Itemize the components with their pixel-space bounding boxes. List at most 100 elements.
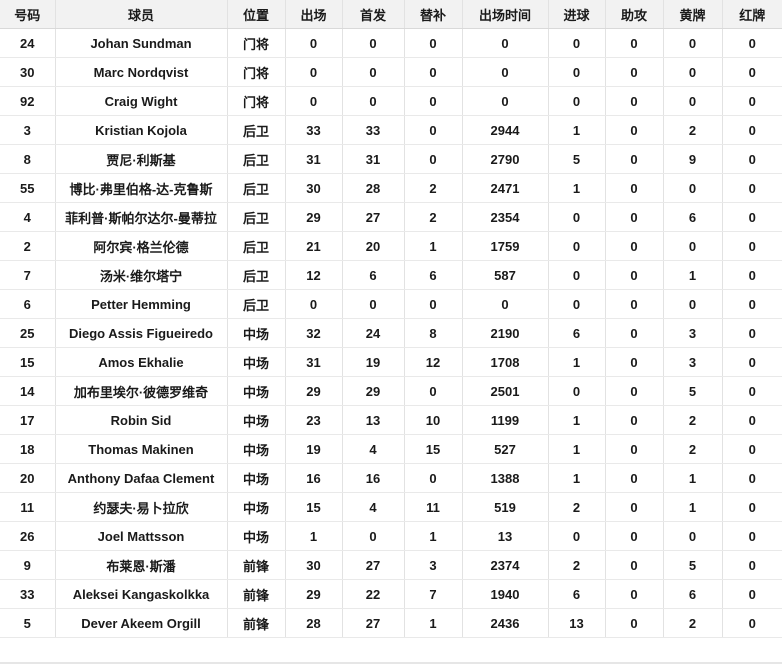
cell-position: 后卫 bbox=[227, 115, 286, 145]
cell-assists: 0 bbox=[605, 260, 664, 290]
cell-goals: 1 bbox=[548, 115, 606, 145]
cell-sub: 2 bbox=[404, 173, 463, 203]
cell-yellow: 1 bbox=[663, 260, 723, 290]
cell-yellow: 5 bbox=[663, 550, 723, 580]
cell-appearances: 29 bbox=[285, 376, 343, 406]
cell-minutes: 0 bbox=[462, 57, 549, 87]
cell-minutes: 2471 bbox=[462, 173, 549, 203]
cell-starts: 0 bbox=[342, 57, 405, 87]
cell-assists: 0 bbox=[605, 289, 664, 319]
cell-assists: 0 bbox=[605, 144, 664, 174]
cell-yellow: 1 bbox=[663, 463, 723, 493]
cell-yellow: 3 bbox=[663, 347, 723, 377]
cell-sub: 6 bbox=[404, 260, 463, 290]
cell-sub: 11 bbox=[404, 492, 463, 522]
table-row: 2 阿尔宾·格兰伦德 后卫 21 20 1 1759 0 0 0 0 bbox=[0, 231, 782, 261]
cell-yellow: 0 bbox=[663, 28, 723, 58]
cell-position: 前锋 bbox=[227, 608, 286, 638]
table-row: 92 Craig Wight 门将 0 0 0 0 0 0 0 0 bbox=[0, 86, 782, 116]
cell-player: 汤米·维尔塔宁 bbox=[55, 260, 228, 290]
cell-number: 8 bbox=[0, 144, 56, 174]
cell-red: 0 bbox=[722, 28, 782, 58]
bottom-divider bbox=[0, 662, 782, 664]
cell-player: 加布里埃尔·彼德罗维奇 bbox=[55, 376, 228, 406]
cell-minutes: 527 bbox=[462, 434, 549, 464]
cell-number: 18 bbox=[0, 434, 56, 464]
cell-red: 0 bbox=[722, 115, 782, 145]
cell-position: 中场 bbox=[227, 405, 286, 435]
cell-minutes: 2374 bbox=[462, 550, 549, 580]
cell-assists: 0 bbox=[605, 57, 664, 87]
cell-sub: 0 bbox=[404, 86, 463, 116]
cell-sub: 0 bbox=[404, 28, 463, 58]
cell-position: 中场 bbox=[227, 376, 286, 406]
cell-starts: 31 bbox=[342, 144, 405, 174]
cell-red: 0 bbox=[722, 521, 782, 551]
cell-appearances: 0 bbox=[285, 57, 343, 87]
cell-position: 后卫 bbox=[227, 202, 286, 232]
table-row: 25 Diego Assis Figueiredo 中场 32 24 8 2190 6 0 3 0 bbox=[0, 318, 782, 348]
cell-red: 0 bbox=[722, 608, 782, 638]
cell-minutes: 587 bbox=[462, 260, 549, 290]
cell-appearances: 31 bbox=[285, 347, 343, 377]
table-row: 30 Marc Nordqvist 门将 0 0 0 0 0 0 0 0 bbox=[0, 57, 782, 87]
cell-assists: 0 bbox=[605, 376, 664, 406]
header-goals: 进球 bbox=[548, 0, 606, 29]
cell-player: Dever Akeem Orgill bbox=[55, 608, 228, 638]
cell-sub: 0 bbox=[404, 376, 463, 406]
cell-yellow: 0 bbox=[663, 521, 723, 551]
cell-red: 0 bbox=[722, 376, 782, 406]
cell-player: Kristian Kojola bbox=[55, 115, 228, 145]
cell-player: Amos Ekhalie bbox=[55, 347, 228, 377]
cell-red: 0 bbox=[722, 57, 782, 87]
cell-sub: 0 bbox=[404, 115, 463, 145]
cell-yellow: 0 bbox=[663, 57, 723, 87]
cell-starts: 4 bbox=[342, 434, 405, 464]
cell-appearances: 23 bbox=[285, 405, 343, 435]
cell-appearances: 30 bbox=[285, 550, 343, 580]
cell-sub: 15 bbox=[404, 434, 463, 464]
header-number: 号码 bbox=[0, 0, 56, 29]
cell-sub: 12 bbox=[404, 347, 463, 377]
cell-red: 0 bbox=[722, 144, 782, 174]
cell-red: 0 bbox=[722, 405, 782, 435]
table-row: 26 Joel Mattsson 中场 1 0 1 13 0 0 0 0 bbox=[0, 521, 782, 551]
cell-number: 24 bbox=[0, 28, 56, 58]
table-row: 5 Dever Akeem Orgill 前锋 28 27 1 2436 13 0 2 0 bbox=[0, 608, 782, 638]
cell-minutes: 1759 bbox=[462, 231, 549, 261]
cell-sub: 1 bbox=[404, 231, 463, 261]
cell-minutes: 2944 bbox=[462, 115, 549, 145]
cell-assists: 0 bbox=[605, 550, 664, 580]
cell-sub: 7 bbox=[404, 579, 463, 609]
cell-number: 55 bbox=[0, 173, 56, 203]
cell-minutes: 13 bbox=[462, 521, 549, 551]
header-player: 球员 bbox=[55, 0, 228, 29]
cell-player: 布莱恩·斯潘 bbox=[55, 550, 228, 580]
cell-yellow: 2 bbox=[663, 115, 723, 145]
cell-minutes: 1940 bbox=[462, 579, 549, 609]
cell-assists: 0 bbox=[605, 318, 664, 348]
cell-goals: 0 bbox=[548, 86, 606, 116]
cell-yellow: 0 bbox=[663, 289, 723, 319]
cell-player: 贾尼·利斯基 bbox=[55, 144, 228, 174]
cell-yellow: 0 bbox=[663, 86, 723, 116]
cell-sub: 10 bbox=[404, 405, 463, 435]
cell-minutes: 1388 bbox=[462, 463, 549, 493]
cell-assists: 0 bbox=[605, 173, 664, 203]
cell-red: 0 bbox=[722, 579, 782, 609]
cell-number: 11 bbox=[0, 492, 56, 522]
cell-goals: 2 bbox=[548, 492, 606, 522]
cell-number: 25 bbox=[0, 318, 56, 348]
cell-assists: 0 bbox=[605, 231, 664, 261]
cell-position: 中场 bbox=[227, 434, 286, 464]
cell-appearances: 30 bbox=[285, 173, 343, 203]
cell-goals: 1 bbox=[548, 434, 606, 464]
cell-goals: 0 bbox=[548, 260, 606, 290]
table-row: 33 Aleksei Kangaskolkka 前锋 29 22 7 1940 6 0 6 0 bbox=[0, 579, 782, 609]
cell-starts: 20 bbox=[342, 231, 405, 261]
cell-goals: 0 bbox=[548, 376, 606, 406]
cell-goals: 2 bbox=[548, 550, 606, 580]
table-row: 14 加布里埃尔·彼德罗维奇 中场 29 29 0 2501 0 0 5 0 bbox=[0, 376, 782, 406]
cell-red: 0 bbox=[722, 231, 782, 261]
cell-goals: 13 bbox=[548, 608, 606, 638]
